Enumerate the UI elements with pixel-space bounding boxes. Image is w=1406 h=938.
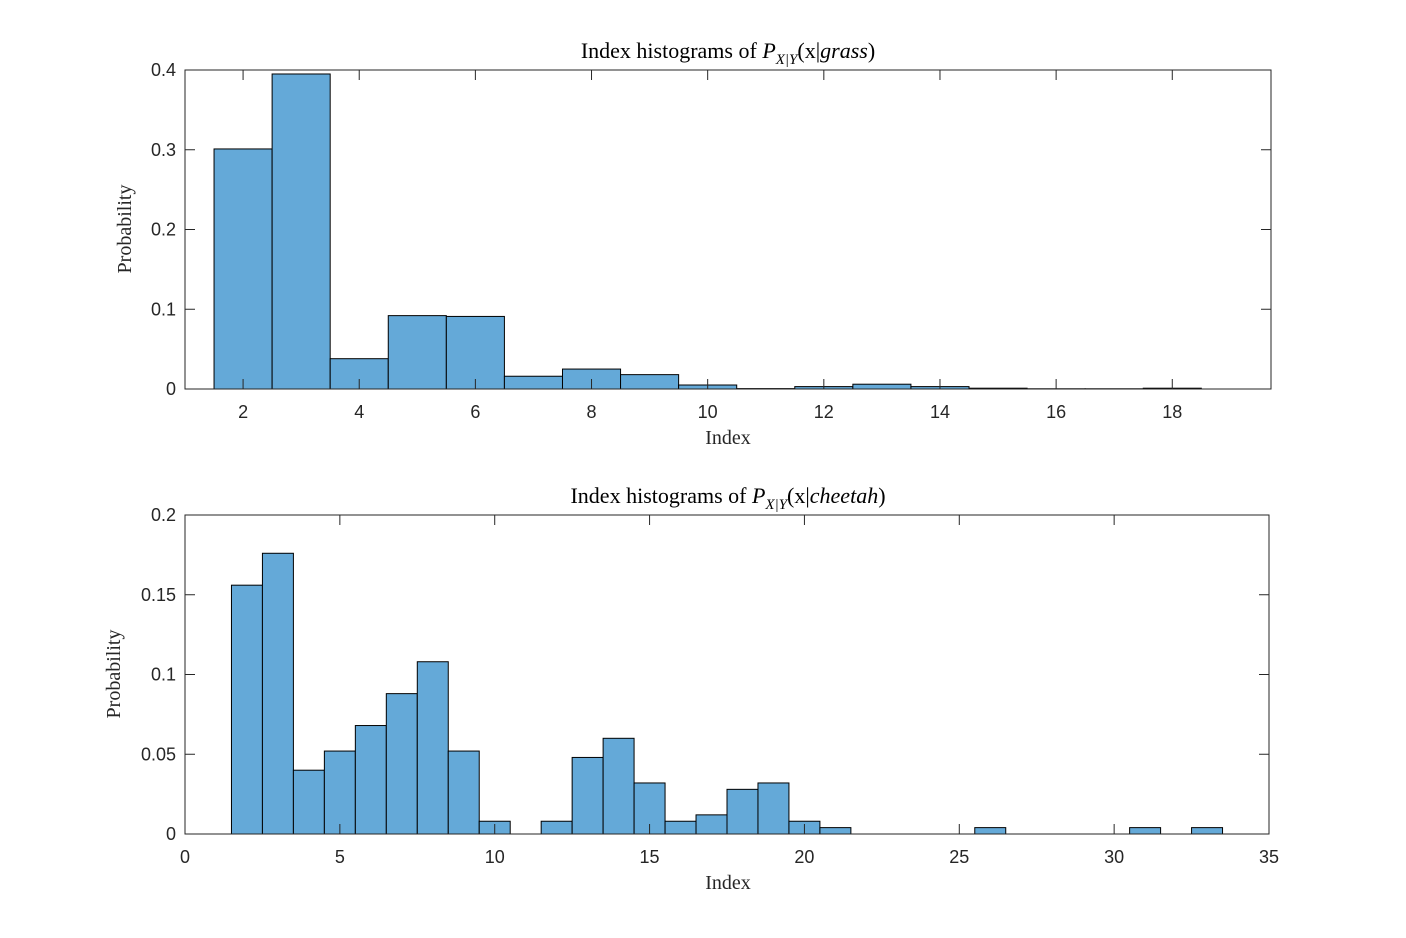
y-tick-label: 0.1: [151, 665, 176, 685]
grass-histogram-chart: Index histograms of PX|Y(x|grass) 2 4 6 8 10…: [114, 38, 1272, 449]
x-tick-label: 30: [1104, 847, 1124, 867]
y-tick-label: 0: [166, 379, 176, 399]
histogram-bar: [571, 756, 604, 835]
bars-group: [230, 552, 1224, 835]
histogram-bar: [271, 73, 331, 390]
histogram-bar: [620, 374, 680, 390]
histogram-bar: [695, 814, 728, 835]
histogram-bar: [323, 750, 356, 835]
x-tick-label: 0: [180, 847, 190, 867]
y-axis-label: Probability: [114, 185, 136, 274]
x-axis-label: Index: [705, 872, 751, 894]
histogram-bar: [852, 383, 912, 390]
histogram-bar: [387, 315, 447, 390]
histogram-bar: [385, 693, 418, 835]
histogram-bar: [1191, 827, 1224, 835]
x-tick-label: 20: [794, 847, 814, 867]
x-tick-label: 10: [485, 847, 505, 867]
x-tick-label: 35: [1259, 847, 1279, 867]
histogram-bar: [261, 552, 294, 835]
histogram-bar: [230, 584, 263, 835]
chart-title: Index histograms of PX|Y(x|grass): [581, 38, 875, 68]
histogram-bar: [447, 750, 480, 835]
x-tick-label: 2: [238, 402, 248, 422]
x-axis-label: Index: [705, 427, 751, 449]
x-tick-label: 6: [470, 402, 480, 422]
histogram-bar: [819, 827, 852, 835]
histogram-bar: [726, 788, 759, 835]
x-tick-label: 10: [698, 402, 718, 422]
chart-title: Index histograms of PX|Y(x|cheetah): [570, 483, 885, 513]
x-tick-label: 12: [814, 402, 834, 422]
y-tick-label: 0: [166, 824, 176, 844]
x-tick-label: 18: [1162, 402, 1182, 422]
y-tick-label: 0.2: [151, 505, 176, 525]
histogram-bar: [445, 315, 505, 390]
histogram-bar: [540, 820, 573, 835]
x-tick-label: 4: [354, 402, 364, 422]
cheetah-histogram-chart: Index histograms of PX|Y(x|cheetah) 0 5 10…: [103, 483, 1279, 894]
ticks-group: 0 5 10 15 20 25 30 35 0 0.05 0.1 0.15 0.2: [141, 505, 1279, 867]
histogram-bar: [1129, 827, 1162, 835]
x-tick-label: 15: [640, 847, 660, 867]
histogram-bar: [664, 820, 697, 835]
x-tick-label: 8: [587, 402, 597, 422]
histogram-bar: [503, 375, 563, 390]
histogram-bar: [213, 148, 273, 390]
histogram-bar: [757, 782, 790, 835]
y-tick-label: 0.05: [141, 744, 176, 764]
plot-frame: [184, 69, 1272, 390]
y-tick-label: 0.4: [151, 60, 176, 80]
y-axis-label: Probability: [103, 630, 125, 719]
y-tick-label: 0.15: [141, 585, 176, 605]
histogram-bar: [292, 769, 325, 835]
histogram-bar: [416, 661, 449, 835]
y-tick-label: 0.3: [151, 140, 176, 160]
ticks-group: 2 4 6 8 10 12 14 16 18 0 0.1 0.2 0.3 0.4: [151, 60, 1271, 422]
x-tick-label: 25: [949, 847, 969, 867]
x-tick-label: 5: [335, 847, 345, 867]
histogram-bar: [354, 725, 387, 835]
y-tick-label: 0.2: [151, 220, 176, 240]
plot-frame: [184, 514, 1270, 835]
y-tick-label: 0.1: [151, 299, 176, 319]
x-tick-label: 14: [930, 402, 950, 422]
histogram-bar: [602, 737, 635, 835]
bars-group: [213, 73, 1202, 390]
histogram-bar: [974, 827, 1007, 835]
x-tick-label: 16: [1046, 402, 1066, 422]
